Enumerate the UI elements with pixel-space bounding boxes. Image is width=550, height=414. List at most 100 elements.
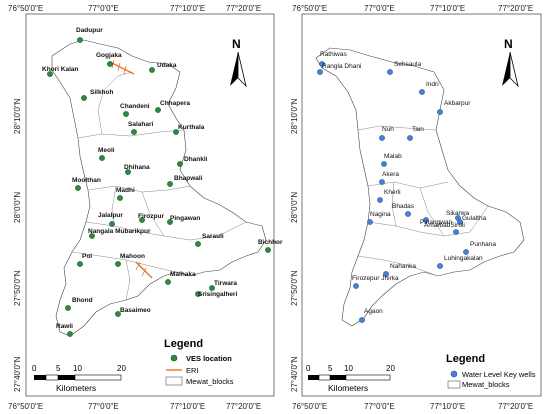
left-scale-num-3: 20 — [117, 364, 126, 373]
right-scale-num-1: 5 — [328, 364, 333, 373]
well-sites: Rathiwas Rangla Dhani Sehsaula Indri Akbarpu… — [317, 51, 496, 323]
legend-blocks-swatch — [165, 376, 183, 386]
right-north-letter: N — [504, 37, 513, 51]
left-scale-num-0: 0 — [32, 364, 37, 373]
ves-site-label: Dhihana — [124, 164, 150, 171]
ves-site-label: Meoli — [98, 147, 115, 154]
ves-site-label: Srisingalheri — [198, 291, 238, 298]
ves-site-marker — [107, 61, 113, 67]
ves-site-label: Salahari — [128, 121, 153, 128]
ves-site-label: Moolthan — [72, 177, 101, 184]
ves-site-marker — [125, 169, 131, 175]
legend-right-blocks-swatch — [447, 380, 461, 389]
well-site-marker — [407, 135, 413, 141]
ves-site-marker — [75, 185, 81, 191]
well-site-marker — [353, 283, 359, 289]
ves-site-label: Rawli — [56, 323, 73, 330]
right-scale-bar: 0 5 10 20 Kilometers — [306, 364, 395, 393]
well-site-marker — [387, 69, 393, 75]
ves-site-marker — [67, 331, 73, 337]
ves-site-label: Chhapera — [160, 100, 190, 107]
ves-site-marker — [209, 285, 215, 291]
ves-site-marker — [115, 261, 121, 267]
ves-site-marker — [81, 95, 87, 101]
ves-site-label: Gogjaka — [96, 52, 122, 59]
ves-site-marker — [139, 217, 145, 223]
right-x-tick-top-1: 77°0'0"E — [364, 4, 395, 13]
ves-site-marker — [47, 71, 53, 77]
right-x-tick-top-2: 77°10'0"E — [430, 4, 465, 13]
right-y-tick-2: 27°50'0"N — [290, 270, 299, 306]
ves-site-marker — [265, 247, 271, 253]
right-x-tick-bottom-3: 77°20'0"E — [498, 402, 533, 411]
right-x-tick-top-0: 76°50'0"E — [292, 4, 327, 13]
well-site-label: Kherli — [384, 189, 401, 196]
well-site-label: Nagina — [370, 211, 391, 218]
well-site-marker — [383, 271, 389, 277]
ves-site-marker — [131, 129, 137, 135]
well-site-label: Firozepur Jhirka — [352, 275, 399, 282]
legend-ves-marker — [170, 354, 178, 362]
ves-site-label: Madhi — [116, 187, 135, 194]
left-x-tick-bottom-3: 77°20'0"E — [226, 402, 261, 411]
well-site-marker — [455, 215, 461, 221]
ves-site-marker — [65, 305, 71, 311]
well-site-label: Rathiwas — [320, 51, 347, 58]
legend-right-blocks-label: Mewat_blocks — [462, 380, 510, 389]
left-x-tick-bottom-1: 77°0'0"E — [88, 402, 119, 411]
legend-well-marker — [450, 370, 458, 378]
left-scale-bar: 0 5 10 20 Kilometers — [32, 364, 126, 393]
ves-site-label: Malhaka — [170, 271, 196, 278]
ves-site-label: Basaimeo — [120, 307, 151, 314]
left-x-tick-top-3: 77°20'0"E — [226, 4, 261, 13]
right-north-arrow: N — [502, 37, 519, 88]
ves-site-label: Jalalpur — [98, 212, 123, 219]
well-site-marker — [437, 109, 443, 115]
ves-site-marker — [165, 279, 171, 285]
ves-site-label: Chandeni — [120, 103, 150, 110]
ves-site-marker — [155, 107, 161, 113]
right-x-tick-bottom-2: 77°10'0"E — [430, 402, 465, 411]
well-site-label: Agaon — [364, 308, 383, 315]
right-x-tick-bottom-1: 77°0'0"E — [364, 402, 395, 411]
left-x-tick-top-2: 77°10'0"E — [170, 4, 205, 13]
left-legend-title: Legend — [164, 338, 203, 350]
right-scale-num-0: 0 — [306, 364, 311, 373]
left-x-tick-bottom-0: 76°50'0"E — [8, 402, 43, 411]
well-site-marker — [419, 89, 425, 95]
legend-ves-label: VES location — [186, 354, 232, 363]
well-site-label: Pinangwan — [420, 219, 453, 226]
left-north-letter: N — [232, 37, 241, 51]
ves-site-label: Dhankli — [184, 156, 208, 163]
well-site-marker — [423, 217, 429, 223]
ves-site-label: Bichhor — [258, 239, 283, 246]
right-legend: Legend Water Level Key wells Mewat_block… — [446, 353, 536, 389]
left-legend: Legend VES location ERI Mewat_blocks — [164, 338, 234, 386]
well-site-marker — [367, 219, 373, 225]
legend-blocks-label: Mewat_blocks — [186, 377, 234, 386]
ves-site-label: Pol — [82, 253, 92, 260]
well-site-marker — [405, 211, 411, 217]
eri-line-mahoon — [135, 261, 153, 279]
left-map-graticule: 76°50'0"E 77°0'0"E 77°10'0"E 77°20'0"E 7… — [8, 4, 261, 411]
well-site-label: Nuh — [382, 126, 394, 133]
ves-site-marker — [195, 291, 201, 297]
ves-site-marker — [195, 241, 201, 247]
well-site-label: AmarbadSiroli — [424, 222, 465, 229]
well-site-label: Malab — [384, 153, 402, 160]
well-site-label: Indri — [426, 81, 439, 88]
right-scale-unit: Kilometers — [328, 383, 368, 393]
well-site-marker — [453, 229, 459, 235]
ves-site-marker — [149, 67, 155, 73]
ves-site-marker — [167, 181, 173, 187]
well-site-label: Gulaltha — [462, 215, 487, 222]
well-site-marker — [437, 263, 443, 269]
ves-site-marker — [177, 161, 183, 167]
well-site-marker — [379, 135, 385, 141]
ves-site-label: Sarauli — [202, 233, 224, 240]
ves-site-marker — [109, 221, 115, 227]
left-x-tick-top-0: 76°50'0"E — [8, 4, 43, 13]
left-y-tick-0: 28°10'0"N — [13, 98, 22, 134]
ves-site-label: Pingawan — [170, 215, 200, 222]
right-map-graticule: 76°50'0"E 77°0'0"E 77°10'0"E 77°20'0"E 7… — [290, 4, 533, 411]
